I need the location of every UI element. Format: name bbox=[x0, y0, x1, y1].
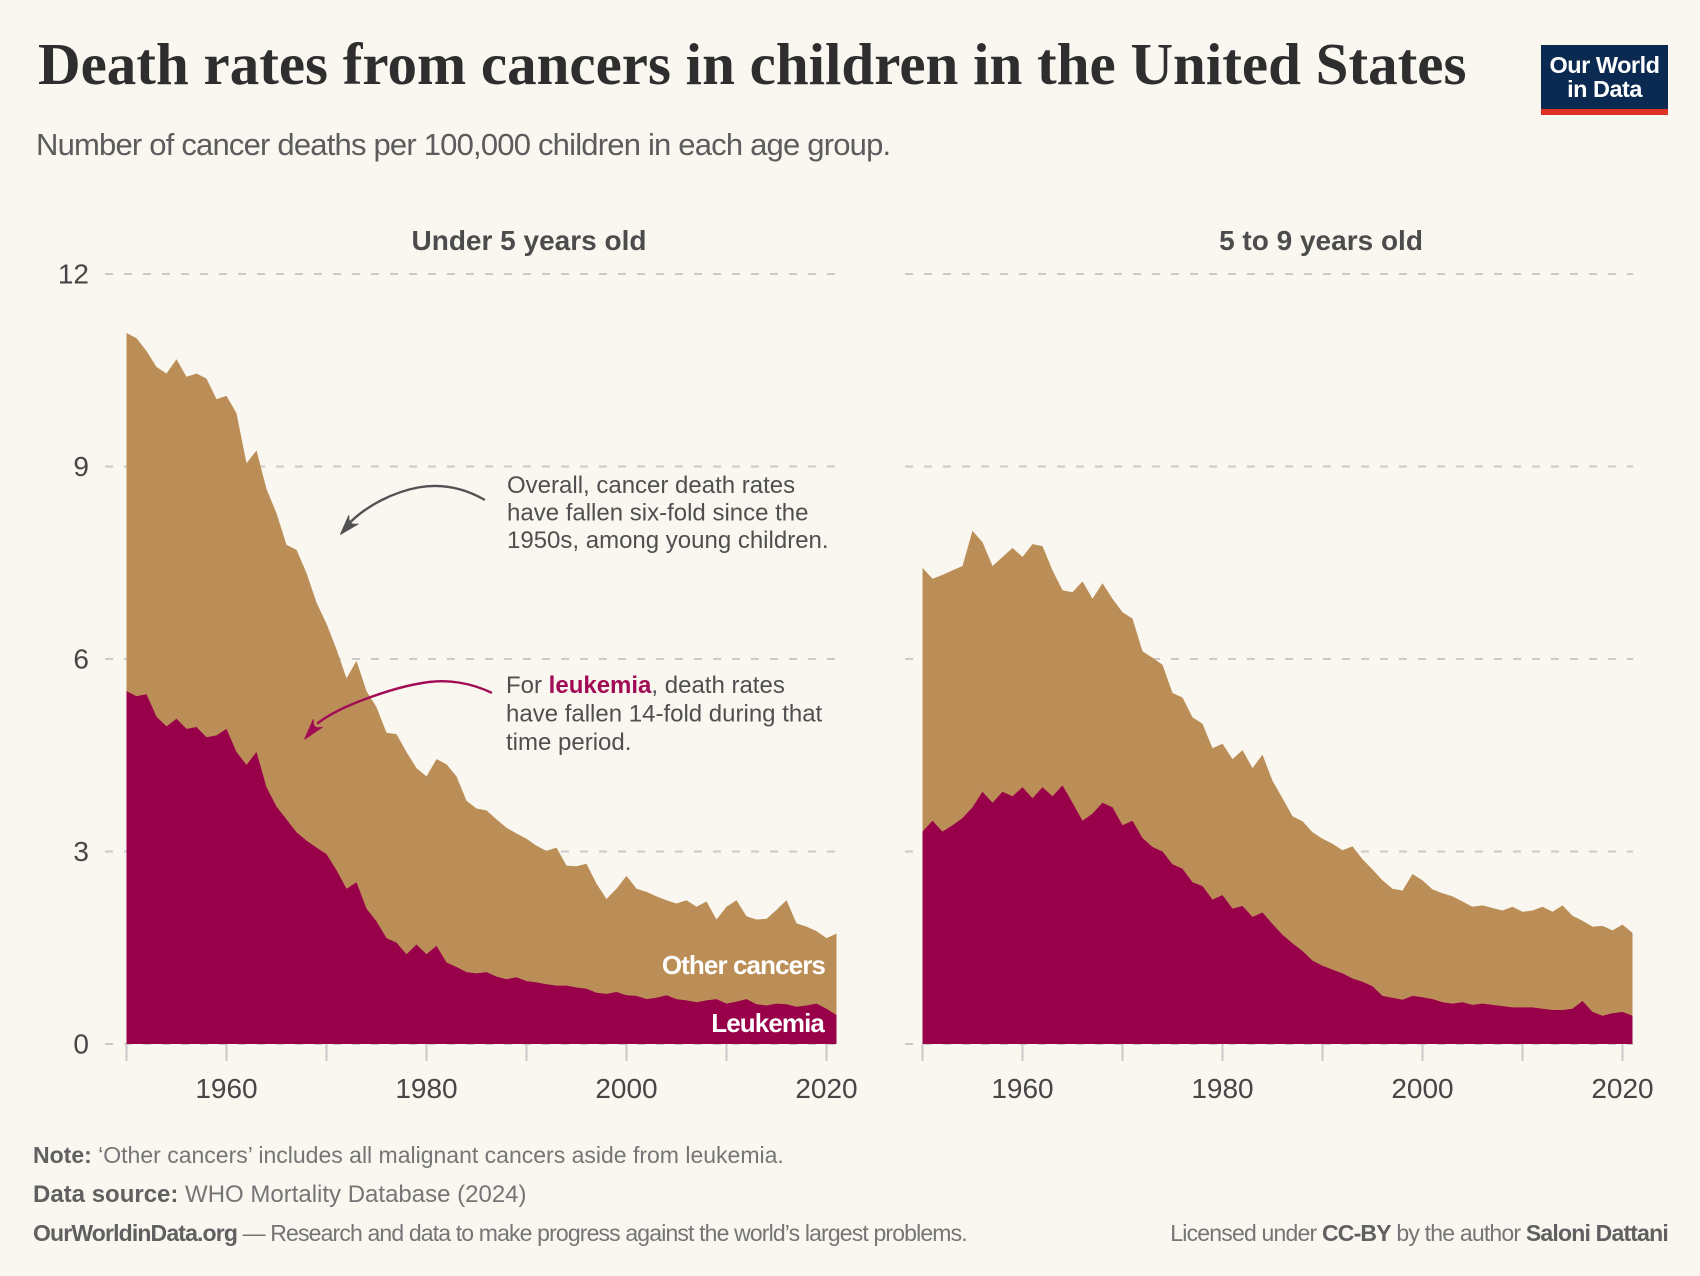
svg-text:time period.: time period. bbox=[506, 729, 631, 756]
svg-text:9: 9 bbox=[73, 451, 89, 482]
svg-text:1950s, among young children.: 1950s, among young children. bbox=[507, 527, 829, 554]
svg-text:1960: 1960 bbox=[991, 1073, 1053, 1104]
svg-text:5 to 9 years old: 5 to 9 years old bbox=[1219, 225, 1423, 256]
svg-text:1960: 1960 bbox=[195, 1073, 257, 1104]
svg-text:2000: 2000 bbox=[595, 1073, 657, 1104]
svg-text:Leukemia: Leukemia bbox=[711, 1008, 825, 1038]
svg-text:2000: 2000 bbox=[1391, 1073, 1453, 1104]
svg-text:Under 5 years old: Under 5 years old bbox=[412, 225, 647, 256]
svg-text:6: 6 bbox=[73, 644, 89, 675]
svg-text:have fallen 14-fold during tha: have fallen 14-fold during that bbox=[506, 701, 823, 728]
svg-text:1980: 1980 bbox=[1191, 1073, 1253, 1104]
svg-text:have fallen six-fold since the: have fallen six-fold since the bbox=[507, 500, 809, 527]
svg-text:For leukemia, death rates: For leukemia, death rates bbox=[506, 672, 785, 699]
svg-text:2020: 2020 bbox=[795, 1073, 857, 1104]
svg-text:0: 0 bbox=[73, 1029, 89, 1060]
svg-text:1980: 1980 bbox=[395, 1073, 457, 1104]
svg-text:2020: 2020 bbox=[1591, 1073, 1653, 1104]
svg-text:Overall, cancer death rates: Overall, cancer death rates bbox=[507, 472, 795, 499]
svg-text:12: 12 bbox=[58, 259, 89, 290]
svg-text:3: 3 bbox=[73, 836, 89, 867]
svg-text:Other cancers: Other cancers bbox=[662, 950, 826, 980]
